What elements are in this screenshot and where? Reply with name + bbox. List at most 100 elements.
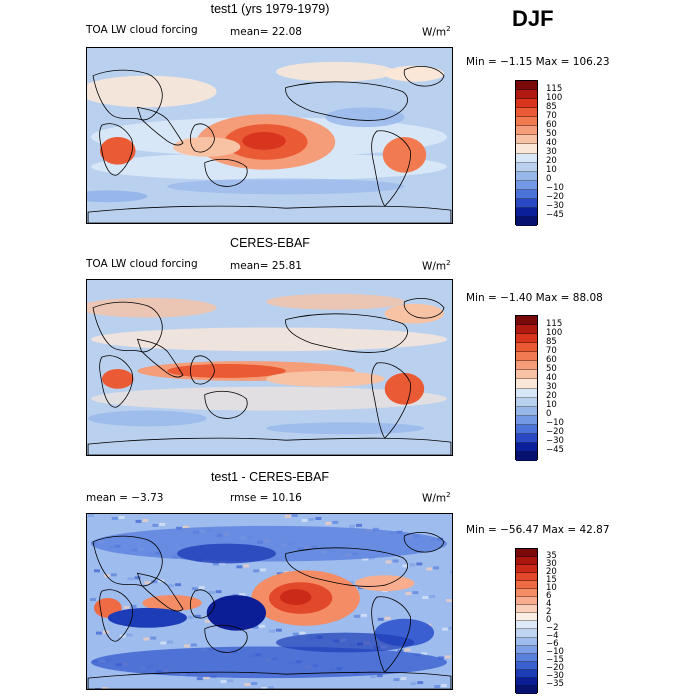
colorbar-tick-label: 115 [546,318,563,329]
colorbar-swatch [516,361,537,371]
colorbar-swatch [516,669,537,678]
colorbar-swatch [516,677,537,686]
colorbar-tick-label: −20 [546,663,564,674]
colorbar-tick-label: −20 [546,427,564,438]
panel2-map-svg [87,293,452,455]
colorbar-swatch [516,370,537,380]
colorbar-tick-label: 30 [546,147,557,157]
colorbar-tick-label: 0 [546,174,552,185]
panel1-minmax: Min = −1.15 Max = 106.23 [466,56,610,68]
colorbar-tick-label: −45 [546,210,564,221]
colorbar-swatch [516,81,537,91]
colorbar-swatch [516,189,537,199]
colorbar-swatch [516,388,537,398]
colorbar-tick-label: 0 [546,615,552,625]
colorbar-tick-label: 50 [546,363,557,374]
colorbar-tick-label: −10 [546,418,564,429]
colorbar-tick-label: 10 [546,165,557,176]
colorbar-swatch [516,325,537,335]
colorbar-swatch [516,581,537,590]
colorbar-tick-label: 20 [546,391,557,402]
panel3-minmax: Min = −56.47 Max = 42.87 [466,524,610,536]
colorbar-tick-label: −2 [546,623,559,634]
colorbar-swatch [516,685,537,694]
panel2-variable-label: TOA LW cloud forcing [86,258,198,270]
colorbar-tick-label: 20 [546,566,557,577]
panel3-units: W/m2 [422,491,451,505]
colorbar-tick-label: 70 [546,110,557,121]
season-label: DJF [512,6,554,31]
colorbar-tick-label: −30 [546,201,564,212]
colorbar-swatch [516,605,537,614]
colorbar-swatch [516,153,537,163]
colorbar-swatch [516,334,537,344]
colorbar-tick-label: 2 [546,606,552,617]
panel2-mean: mean= 25.81 [230,260,302,272]
colorbar-tick-label: 85 [546,101,557,112]
colorbar-swatch [516,629,537,638]
colorbar-tick-label: 35 [546,550,557,561]
colorbar-tick-label: −20 [546,192,564,203]
colorbar-swatch [516,589,537,598]
colorbar-swatch [516,565,537,574]
panel1-map-svg [87,61,452,223]
colorbar-swatch [516,415,537,425]
colorbar-swatch [516,442,537,452]
colorbar-tick-label: −35 [546,679,564,690]
panel1-variable-label: TOA LW cloud forcing [86,24,198,36]
colorbar-swatch [516,352,537,362]
colorbar-swatch [516,597,537,606]
colorbar-swatch [516,207,537,217]
colorbar-tick-label: 40 [546,372,557,383]
panel3-colorbar [515,548,538,694]
colorbar-tick-label: −4 [546,631,559,642]
colorbar-tick-label: 50 [546,128,557,139]
panel3-mean: mean = −3.73 [86,492,164,504]
colorbar-tick-label: 30 [546,558,557,569]
colorbar-tick-label: 30 [546,382,557,392]
colorbar-tick-label: −10 [546,183,564,194]
colorbar-swatch [516,451,537,461]
colorbar-tick-label: 0 [546,409,552,420]
panel2-map [86,279,453,456]
colorbar-swatch [516,397,537,407]
colorbar-tick-label: −30 [546,671,564,682]
colorbar-tick-label: 60 [546,354,557,365]
colorbar-tick-label: 10 [546,400,557,411]
colorbar-tick-label: 15 [546,574,557,585]
panel1-mean: mean= 22.08 [230,26,302,38]
colorbar-tick-label: 100 [546,92,563,103]
colorbar-tick-label: 60 [546,119,557,130]
colorbar-swatch [516,316,537,326]
panel2-title: CERES-EBAF [230,236,310,250]
colorbar-tick-label: 85 [546,336,557,347]
colorbar-swatch [516,99,537,109]
colorbar-swatch [516,117,537,127]
colorbar-tick-label: −30 [546,436,564,447]
panel3-map [86,513,453,690]
colorbar-swatch [516,549,537,558]
colorbar-tick-label: −10 [546,647,564,658]
colorbar-tick-label: 115 [546,83,563,94]
colorbar-swatch [516,144,537,154]
colorbar-swatch [516,637,537,646]
panel2-units: W/m2 [422,259,451,273]
colorbar-tick-label: −15 [546,655,564,666]
colorbar-swatch [516,557,537,566]
colorbar-swatch [516,406,537,416]
colorbar-tick-label: 4 [546,598,552,609]
panel1-title: test1 (yrs 1979-1979) [210,2,330,16]
colorbar-swatch [516,661,537,670]
panel1-colorbar [515,80,538,226]
colorbar-swatch [516,108,537,118]
colorbar-tick-label: 20 [546,156,557,167]
colorbar-swatch [516,180,537,190]
colorbar-swatch [516,653,537,662]
colorbar-tick-label: 100 [546,327,563,338]
colorbar-tick-label: 10 [546,582,557,593]
panel1-units: W/m2 [422,25,451,39]
colorbar-swatch [516,573,537,582]
colorbar-swatch [516,433,537,443]
panel3-rmse: rmse = 10.16 [230,492,302,504]
colorbar-swatch [516,198,537,208]
